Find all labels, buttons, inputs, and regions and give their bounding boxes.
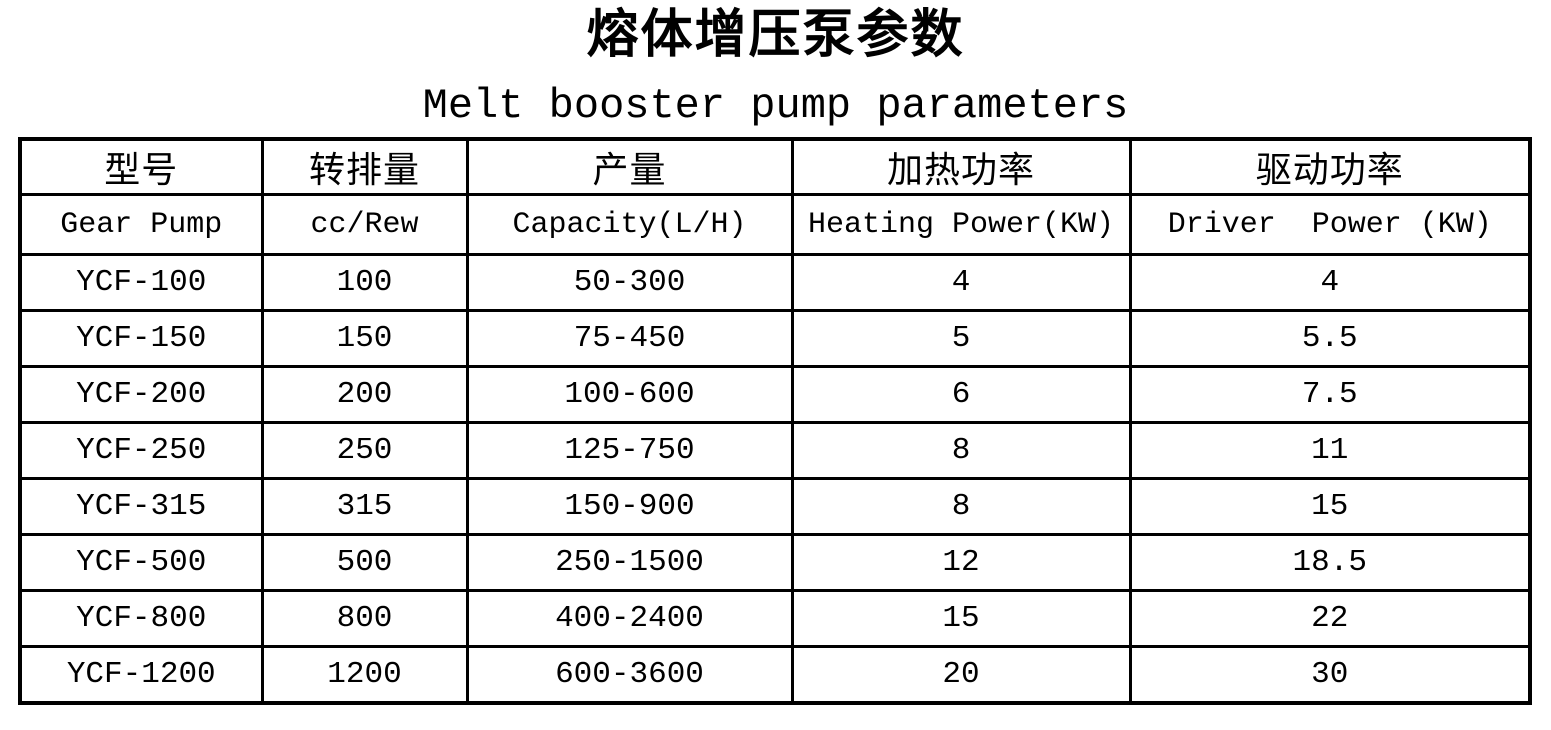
cell-heating: 15 [790,589,1132,648]
cell-model: YCF-200 [18,365,264,424]
cell-model: YCF-100 [18,253,264,312]
cell-driver: 5.5 [1128,309,1532,368]
cell-driver: 18.5 [1128,533,1532,592]
cell-driver: 30 [1128,645,1532,704]
cell-displacement: 150 [260,309,469,368]
cell-capacity: 400-2400 [465,589,794,648]
column-header-heating-zh: 加热功率 [790,137,1132,196]
cell-displacement: 250 [260,421,469,480]
cell-displacement: 100 [260,253,469,312]
cell-driver: 7.5 [1128,365,1532,424]
cell-displacement: 1200 [260,645,469,704]
cell-model: YCF-800 [18,589,264,648]
cell-heating: 4 [790,253,1132,312]
cell-displacement: 500 [260,533,469,592]
cell-model: YCF-500 [18,533,264,592]
page-title-chinese: 熔体增压泵参数 [586,7,965,64]
cell-displacement: 315 [260,477,469,536]
table-row: YCF-315 315 150-900 8 15 [18,477,1532,536]
column-header-driver-en: Driver Power (KW) [1128,193,1532,256]
page-title-english: Melt booster pump parameters [422,82,1129,130]
header-row-english: Gear Pump cc/Rew Capacity(L/H) Heating P… [18,193,1532,256]
column-header-driver-zh: 驱动功率 [1128,137,1532,196]
table-row: YCF-1200 1200 600-3600 20 30 [18,645,1532,704]
column-header-heating-en: Heating Power(KW) [790,193,1132,256]
cell-driver: 4 [1128,253,1532,312]
column-header-displacement-en: cc/Rew [260,193,469,256]
cell-heating: 12 [790,533,1132,592]
cell-capacity: 75-450 [465,309,794,368]
cell-capacity: 125-750 [465,421,794,480]
pump-parameters-table: 型号 转排量 产量 加热功率 驱动功率 Gear Pump cc/Rew Cap… [18,137,1532,705]
column-header-model-zh: 型号 [18,137,264,196]
cell-capacity: 100-600 [465,365,794,424]
cell-capacity: 50-300 [465,253,794,312]
cell-model: YCF-1200 [18,645,264,704]
cell-driver: 11 [1128,421,1532,480]
cell-heating: 8 [790,421,1132,480]
table-row: YCF-250 250 125-750 8 11 [18,421,1532,480]
cell-capacity: 250-1500 [465,533,794,592]
cell-driver: 15 [1128,477,1532,536]
cell-heating: 20 [790,645,1132,704]
cell-model: YCF-250 [18,421,264,480]
column-header-capacity-en: Capacity(L/H) [465,193,794,256]
cell-capacity: 150-900 [465,477,794,536]
cell-heating: 5 [790,309,1132,368]
table-row: YCF-100 100 50-300 4 4 [18,253,1532,312]
cell-displacement: 200 [260,365,469,424]
column-header-displacement-zh: 转排量 [260,137,469,196]
table-row: YCF-200 200 100-600 6 7.5 [18,365,1532,424]
table-row: YCF-500 500 250-1500 12 18.5 [18,533,1532,592]
cell-capacity: 600-3600 [465,645,794,704]
table-row: YCF-150 150 75-450 5 5.5 [18,309,1532,368]
table-row: YCF-800 800 400-2400 15 22 [18,589,1532,648]
cell-displacement: 800 [260,589,469,648]
cell-driver: 22 [1128,589,1532,648]
cell-heating: 8 [790,477,1132,536]
cell-heating: 6 [790,365,1132,424]
column-header-model-en: Gear Pump [18,193,264,256]
column-header-capacity-zh: 产量 [465,137,794,196]
header-row-chinese: 型号 转排量 产量 加热功率 驱动功率 [18,137,1532,196]
cell-model: YCF-315 [18,477,264,536]
cell-model: YCF-150 [18,309,264,368]
